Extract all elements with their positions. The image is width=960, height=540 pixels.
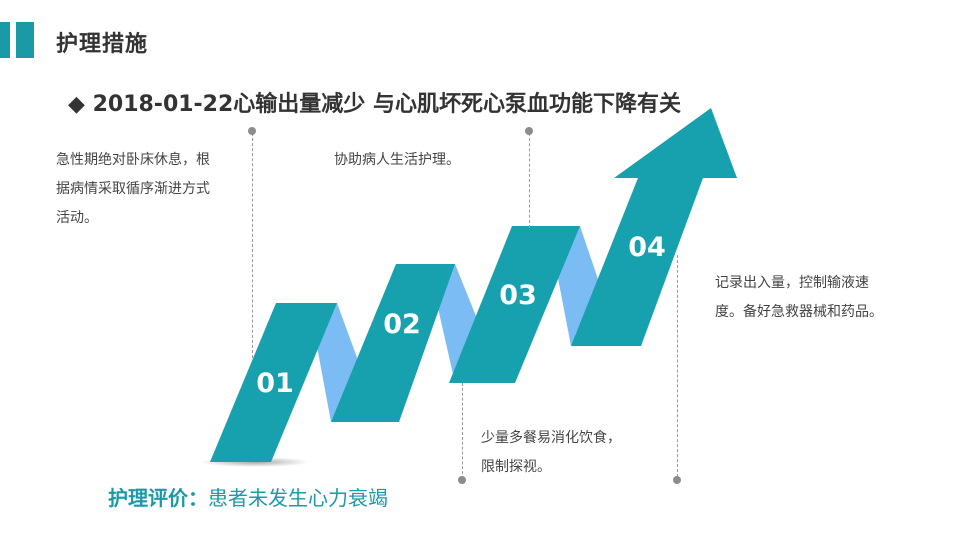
step-text-04-line-2: 度。备好急救器械和药品。: [715, 304, 883, 320]
accent-bar-left: [0, 22, 10, 58]
nursing-evaluation: 护理评价：患者未发生心力衰竭: [108, 482, 388, 511]
ribbon-segment-03: [449, 226, 580, 383]
connector-line-02: [529, 133, 530, 228]
step-text-02: 协助病人生活护理。: [334, 146, 514, 175]
step-text-01-line-1: 急性期绝对卧床休息，根: [56, 152, 210, 168]
step-text-01-line-2: 据病情采取循序渐进方式: [56, 181, 210, 197]
connector-dot-03: [458, 476, 466, 484]
connector-line-01: [252, 133, 253, 358]
headline: ◆ 2018-01-22心输出量减少 与心肌坏死心泵血功能下降有关: [68, 92, 681, 117]
step-text-03-line-2: 限制探视。: [481, 459, 551, 475]
step-text-04-line-1: 记录出入量，控制输液速: [715, 275, 869, 291]
step-text-04: 记录出入量，控制输液速 度。备好急救器械和药品。: [715, 269, 915, 327]
step-text-03-line-1: 少量多餐易消化饮食，: [481, 430, 621, 446]
step-number-04: 04: [628, 232, 666, 263]
step-number-01: 01: [256, 368, 294, 399]
step-text-01-line-3: 活动。: [56, 210, 98, 226]
page-title: 护理措施: [56, 32, 149, 57]
connector-line-04: [677, 255, 678, 477]
ribbon-segment-01: [210, 303, 337, 462]
step-number-02: 02: [383, 309, 421, 340]
evaluation-value: 患者未发生心力衰竭: [208, 486, 388, 510]
connector-dot-02: [525, 127, 533, 135]
connector-dot-04: [673, 476, 681, 484]
step-number-03: 03: [499, 280, 537, 311]
connector-line-03: [462, 383, 463, 479]
step-text-02-line-1: 协助病人生活护理。: [334, 152, 460, 168]
evaluation-label: 护理评价：: [108, 486, 208, 510]
ribbon-segment-04: [571, 108, 737, 346]
ribbon-segment-02: [331, 264, 455, 422]
step-text-01: 急性期绝对卧床休息，根 据病情采取循序渐进方式 活动。: [56, 146, 246, 233]
connector-dot-01: [248, 127, 256, 135]
step-text-03: 少量多餐易消化饮食， 限制探视。: [481, 424, 661, 482]
accent-bar-right: [16, 22, 34, 58]
